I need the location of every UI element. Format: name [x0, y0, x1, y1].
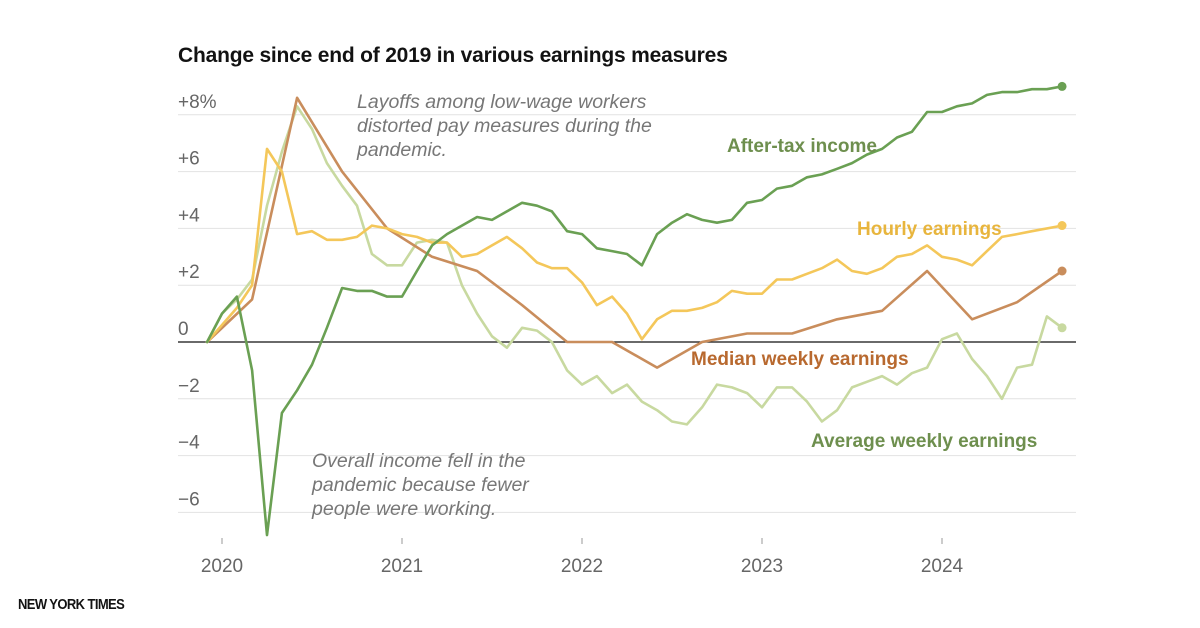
x-tick-label: 2023 [741, 556, 783, 577]
annotation-income-fell: Overall income fell in the pandemic beca… [311, 450, 534, 520]
y-tick-label: −4 [178, 433, 200, 454]
label-median-weekly-earnings: Median weekly earnings [691, 349, 909, 370]
x-tick-label: 2024 [921, 556, 964, 577]
y-axis-ticks: +8% +6 +4 +2 0 −2 −4 −6 [178, 92, 217, 511]
x-tick-label: 2021 [381, 556, 423, 577]
y-tick-label: −2 [178, 376, 200, 397]
x-tick-label: 2022 [561, 556, 603, 577]
x-axis-ticks: 2020 2021 2022 2023 2024 [201, 538, 964, 577]
annotation-layoffs-line-2: distorted pay measures during the [357, 115, 652, 137]
series-end-point-1 [1057, 266, 1067, 276]
series-end-point-3 [1057, 81, 1067, 91]
series-line-3 [205, 85, 1064, 537]
y-tick-label: +2 [178, 262, 200, 283]
annotation-income-fell-line-1: Overall income fell in the [312, 450, 526, 472]
label-after-tax-income: After-tax income [727, 136, 877, 157]
annotation-layoffs: Layoffs among low-wage workers distorted… [356, 91, 657, 161]
series-end-point-2 [1057, 221, 1067, 231]
y-tick-label: 0 [178, 319, 189, 340]
series-lines [205, 81, 1067, 537]
nyt-logo: NEW YORK TIMES [18, 595, 125, 613]
label-hourly-earnings: Hourly earnings [857, 219, 1002, 240]
annotation-layoffs-line-1: Layoffs among low-wage workers [357, 91, 647, 113]
y-tick-label: +8% [178, 92, 217, 113]
y-tick-label: −6 [178, 489, 200, 510]
y-tick-label: +6 [178, 149, 200, 170]
chart-title: Change since end of 2019 in various earn… [178, 44, 728, 67]
series-line-1 [205, 96, 1064, 369]
x-tick-label: 2020 [201, 556, 243, 577]
annotation-layoffs-line-3: pandemic. [356, 139, 447, 161]
series-line-2 [205, 147, 1064, 344]
series-line-0 [205, 105, 1064, 426]
label-average-weekly-earnings: Average weekly earnings [811, 431, 1037, 452]
series-end-point-0 [1057, 323, 1067, 333]
annotation-income-fell-line-2: pandemic because fewer [311, 474, 530, 496]
y-tick-label: +4 [178, 205, 200, 226]
annotation-income-fell-line-3: people were working. [311, 498, 496, 520]
